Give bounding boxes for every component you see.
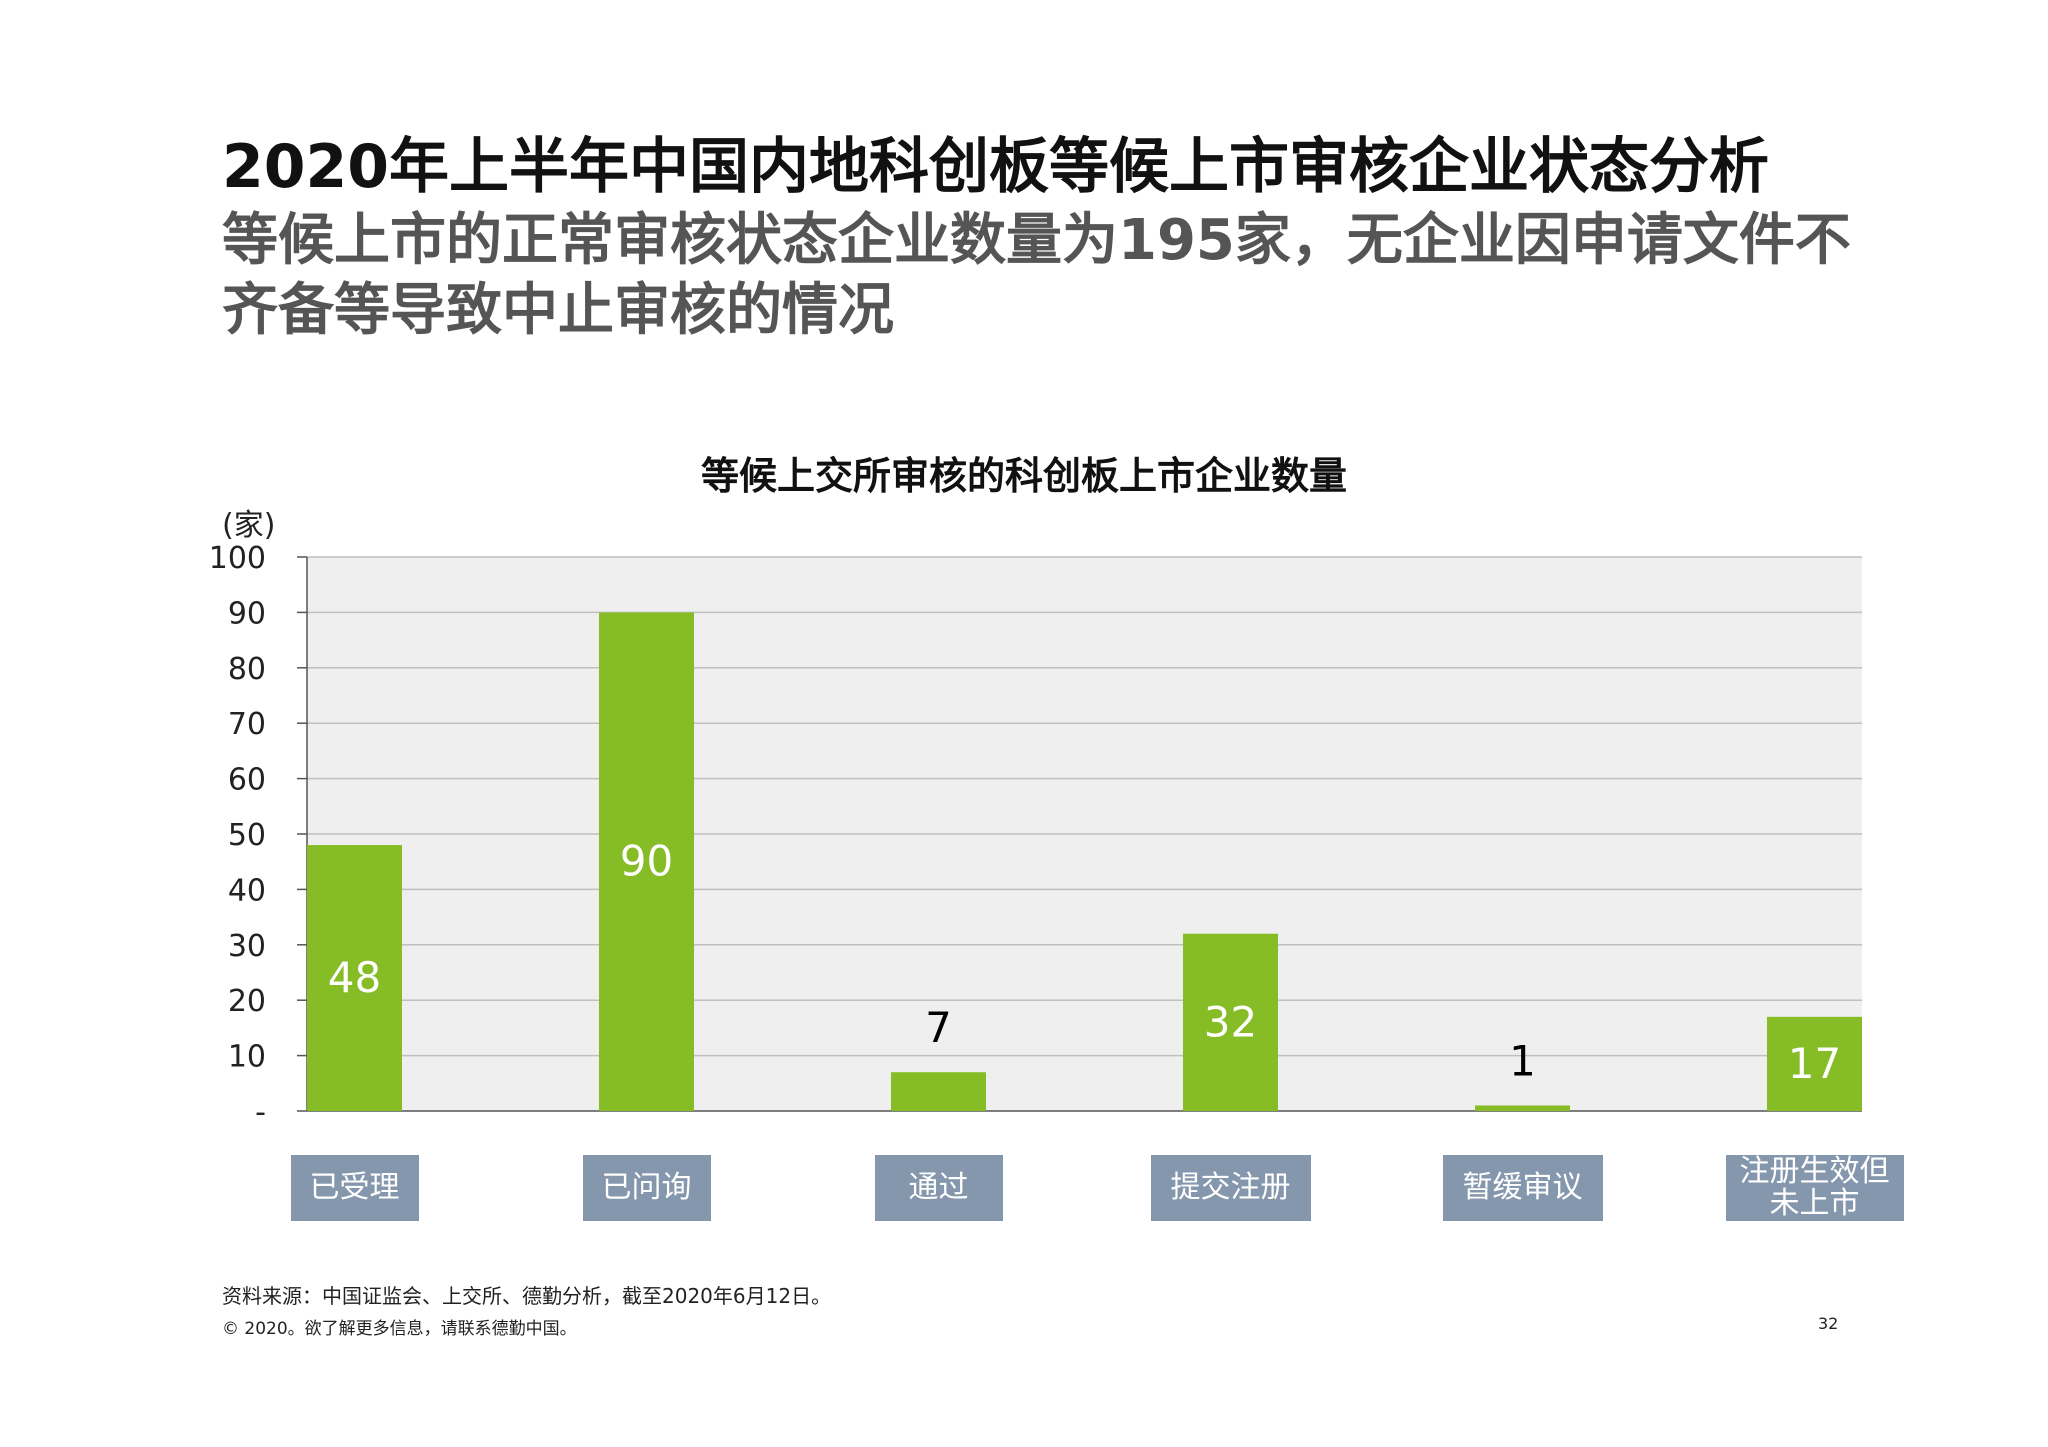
source-note: 资料来源：中国证监会、上交所、德勤分析，截至2020年6月12日。 bbox=[222, 1284, 832, 1308]
y-tick-label: 40 bbox=[228, 873, 266, 908]
slide-subtitle: 等候上市的正常审核状态企业数量为195家，无企业因申请文件不齐备等导致中止审核的… bbox=[222, 208, 1851, 343]
data-label: 17 bbox=[1788, 1039, 1841, 1088]
y-tick-label: 80 bbox=[228, 652, 266, 687]
y-axis-unit-label: (家) bbox=[222, 508, 276, 543]
category-label: 已受理 bbox=[290, 1155, 419, 1221]
y-tick-label: 90 bbox=[228, 596, 266, 631]
y-tick-label: - bbox=[255, 1095, 266, 1130]
data-label: 32 bbox=[1204, 997, 1257, 1046]
y-tick-label: 10 bbox=[228, 1040, 266, 1075]
category-label: 暂缓审议 bbox=[1442, 1155, 1603, 1221]
y-tick-label: 100 bbox=[209, 541, 266, 576]
data-label: 90 bbox=[620, 837, 673, 886]
bar bbox=[891, 1072, 986, 1111]
data-label: 1 bbox=[1509, 1036, 1536, 1085]
bar bbox=[1767, 1016, 1862, 1111]
chart-title: 等候上交所审核的科创板上市企业数量 bbox=[700, 454, 1347, 498]
y-tick-label: 30 bbox=[228, 929, 266, 964]
category-label: 通过 bbox=[874, 1155, 1003, 1221]
data-label: 7 bbox=[925, 1003, 952, 1052]
y-tick-label: 60 bbox=[228, 763, 266, 798]
bar bbox=[599, 612, 694, 1111]
slide-title: 2020年上半年中国内地科创板等候上市审核企业状态分析 bbox=[222, 132, 1769, 202]
bar bbox=[1183, 933, 1278, 1111]
category-label: 已问询 bbox=[582, 1155, 711, 1221]
y-tick-label: 20 bbox=[228, 984, 266, 1019]
copyright-note: © 2020。欲了解更多信息，请联系德勤中国。 bbox=[222, 1319, 577, 1339]
bar bbox=[307, 845, 402, 1111]
page-number: 32 bbox=[1818, 1314, 1839, 1333]
data-label: 48 bbox=[328, 953, 381, 1002]
category-label: 提交注册 bbox=[1150, 1155, 1311, 1221]
y-tick-label: 50 bbox=[228, 818, 266, 853]
bar bbox=[1475, 1105, 1570, 1111]
category-label: 注册生效但未上市 bbox=[1725, 1155, 1904, 1221]
y-tick-label: 70 bbox=[228, 707, 266, 742]
